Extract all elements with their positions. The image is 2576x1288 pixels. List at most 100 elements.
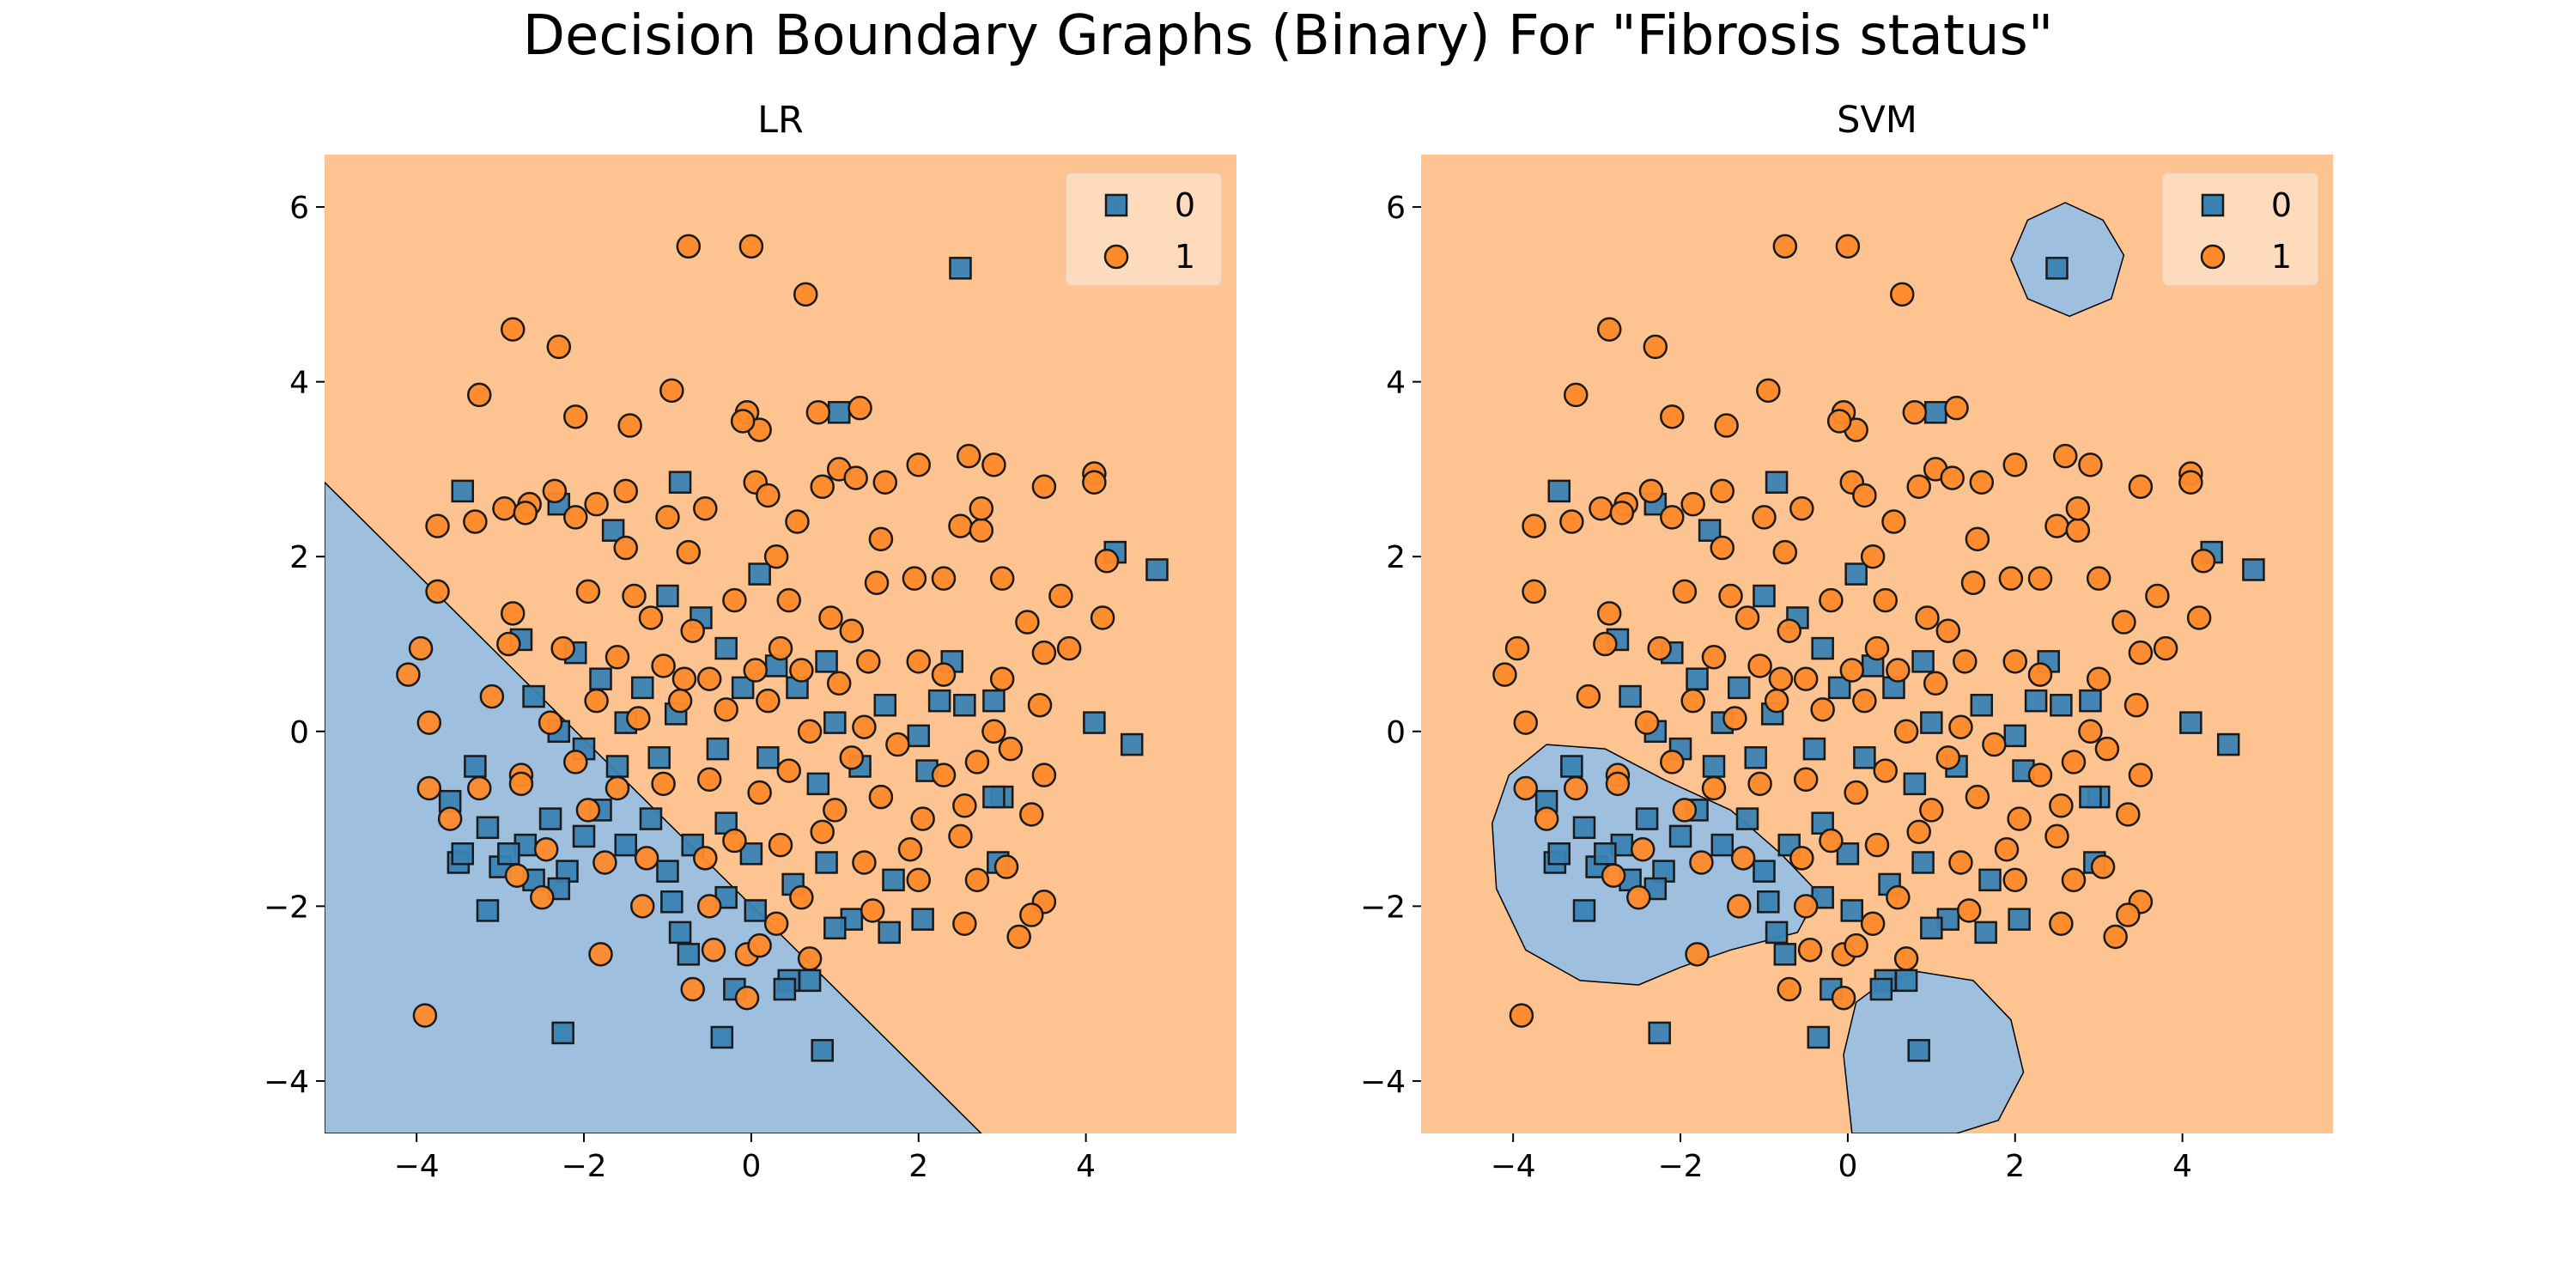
data-point-class-1 [1056,635,1082,661]
data-point-class-1 [2078,453,2103,477]
data-point-class-1 [680,976,705,1002]
data-point-class-1 [747,780,772,805]
data-point-class-1 [1019,802,1044,827]
data-point-class-1 [533,836,559,862]
legend-box [1066,173,1222,286]
data-point-class-1 [2128,762,2154,787]
data-point-class-1 [626,706,651,731]
data-point-class-0 [744,899,768,922]
data-point-class-1 [839,745,865,770]
data-point-class-1 [613,478,639,504]
data-point-class-1 [818,605,843,630]
data-point-class-1 [396,662,421,687]
data-point-class-1 [575,798,601,823]
data-point-class-1 [1019,902,1044,927]
data-point-class-1 [1726,894,1752,919]
legend-marker-0 [1104,193,1128,217]
data-point-class-1 [1589,495,1613,521]
data-point-class-1 [1965,784,1990,810]
data-point-class-0 [1572,816,1596,839]
data-point-class-0 [1757,890,1780,914]
data-point-class-1 [910,806,935,831]
data-point-class-1 [1722,706,1747,731]
data-point-class-0 [748,562,771,586]
data-point-class-0 [927,689,951,713]
data-point-class-1 [546,334,572,360]
data-point-class-0 [949,257,972,280]
y-tick-label: 4 [1386,366,1406,401]
data-point-class-0 [1560,755,1583,778]
data-point-class-1 [629,894,655,919]
data-point-class-1 [1735,605,1760,630]
data-point-class-1 [952,793,977,818]
data-point-class-1 [1596,317,1622,342]
y-tick-label: −4 [264,1065,309,1100]
data-point-class-0 [1753,860,1776,883]
data-point-class-0 [1894,969,1918,993]
data-point-class-1 [592,850,617,875]
data-point-class-1 [868,784,894,810]
data-point-class-1 [1031,474,1057,500]
data-point-class-1 [693,495,718,521]
data-point-class-1 [1630,836,1656,862]
data-point-class-1 [1793,894,1819,919]
data-point-class-1 [1948,714,1973,739]
data-point-class-0 [1920,916,1943,940]
data-point-class-1 [768,635,793,661]
data-point-class-1 [676,234,702,259]
data-point-class-0 [497,842,520,866]
data-point-class-0 [1811,636,1834,660]
data-point-class-1 [1747,771,1772,797]
data-point-class-1 [1906,474,1931,500]
data-point-class-1 [1793,767,1819,793]
data-point-class-1 [1768,666,1794,691]
data-point-class-0 [1083,711,1106,734]
data-point-class-1 [437,806,463,831]
data-point-class-0 [1635,807,1659,830]
data-point-class-0 [1903,772,1927,796]
data-point-class-1 [810,474,835,500]
data-point-class-1 [2128,640,2154,665]
data-point-class-0 [827,401,851,424]
data-point-class-1 [1601,863,1626,888]
data-point-class-1 [1756,378,1781,404]
data-point-class-0 [1735,807,1759,830]
data-point-class-1 [492,495,517,521]
y-tick-label: 0 [289,715,309,750]
data-point-class-1 [1685,942,1710,967]
data-point-class-0 [2003,724,2027,748]
data-point-class-1 [885,732,910,757]
data-point-class-1 [2090,854,2116,879]
data-point-class-0 [1978,868,2002,892]
data-point-class-1 [1789,495,1814,521]
data-point-class-1 [902,566,927,591]
data-point-class-1 [1522,513,1546,538]
data-point-class-1 [1793,666,1819,691]
data-point-class-1 [1660,404,1685,429]
data-point-class-1 [1873,758,1898,783]
data-point-class-1 [969,518,994,543]
data-point-class-0 [1727,676,1751,700]
data-point-class-1 [1852,688,1877,714]
data-point-class-0 [476,816,500,839]
data-point-class-0 [756,746,780,769]
data-point-class-1 [671,666,697,691]
data-point-class-0 [630,676,654,700]
data-point-class-1 [2178,470,2203,495]
data-point-class-0 [1974,920,1997,945]
data-point-class-1 [906,867,932,893]
data-point-class-1 [952,911,977,936]
data-point-class-1 [2111,610,2136,635]
data-point-class-0 [656,860,679,883]
legend-marker-1 [2200,244,2226,270]
data-point-class-0 [1970,694,1994,717]
data-point-class-1 [563,505,588,530]
data-point-class-1 [463,509,488,534]
data-point-class-1 [2049,911,2074,936]
data-point-class-1 [1860,911,1886,936]
data-point-class-1 [1094,549,1120,574]
data-point-class-1 [425,579,450,605]
data-point-class-1 [989,666,1015,691]
data-point-class-1 [906,649,932,674]
data-point-class-1 [1504,635,1530,661]
